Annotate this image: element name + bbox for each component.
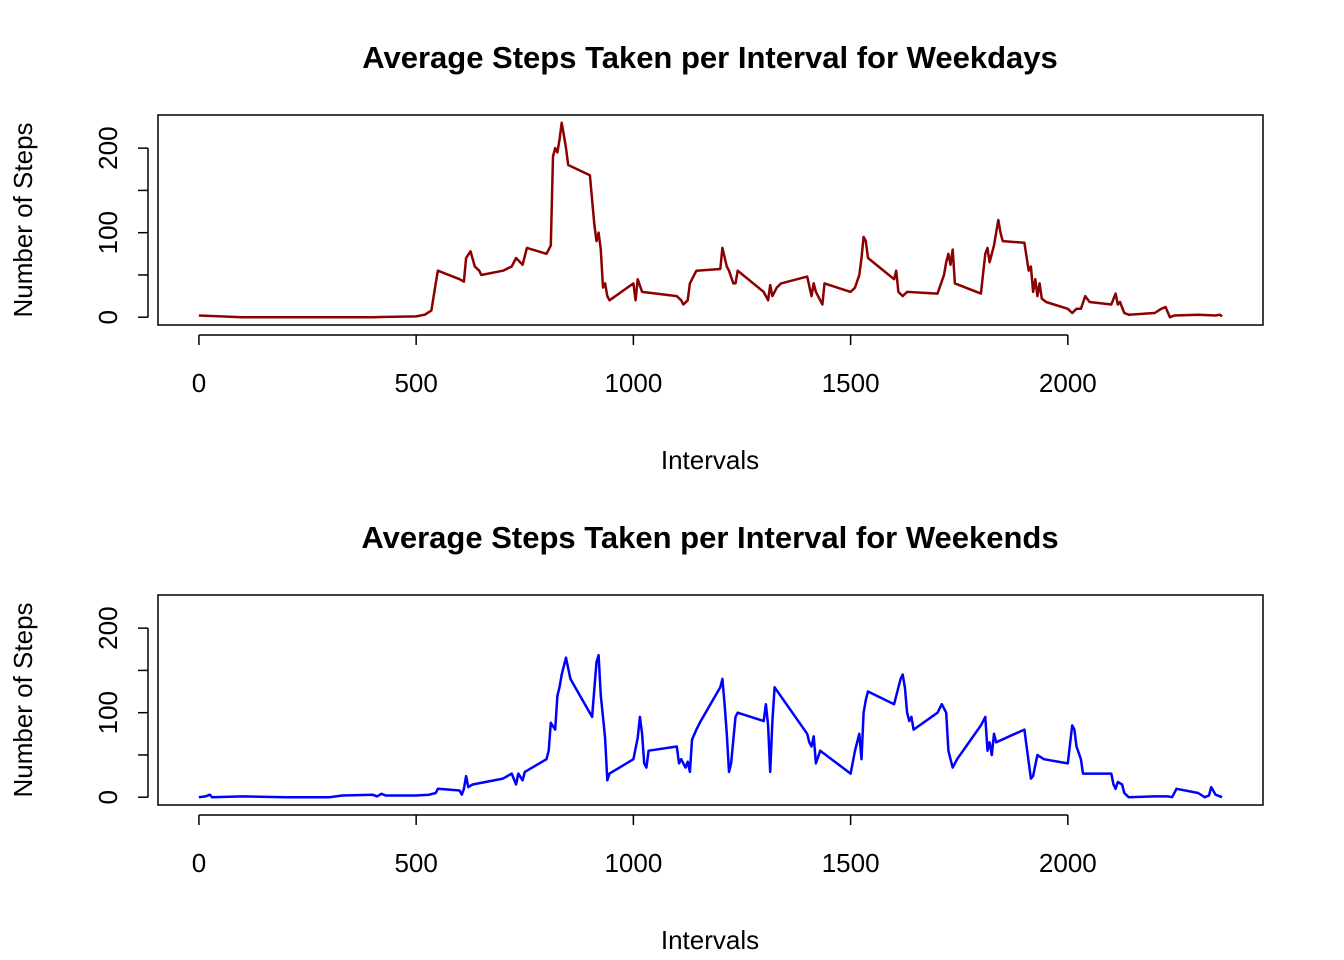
x-tick-label: 500 <box>394 848 437 878</box>
y-tick-label: 0 <box>93 790 123 804</box>
chart-title: Average Steps Taken per Interval for Wee… <box>362 40 1058 75</box>
x-tick-label: 0 <box>192 368 206 398</box>
y-axis-label: Number of Steps <box>8 122 38 317</box>
x-tick-label: 500 <box>394 368 437 398</box>
plot-frame <box>157 594 1264 806</box>
y-tick-label: 100 <box>93 691 123 734</box>
y-tick-label: 0 <box>93 310 123 324</box>
data-line <box>198 121 1223 319</box>
x-tick-label: 1500 <box>822 848 880 878</box>
data-line <box>198 653 1223 799</box>
plot-frame <box>157 114 1264 326</box>
x-tick-label: 2000 <box>1039 848 1097 878</box>
y-axis-label: Number of Steps <box>8 602 38 797</box>
x-axis-label: Intervals <box>661 925 759 955</box>
x-tick-label: 1000 <box>604 848 662 878</box>
chart-title: Average Steps Taken per Interval for Wee… <box>361 520 1058 555</box>
y-tick-label: 200 <box>93 606 123 649</box>
y-tick-label: 200 <box>93 126 123 169</box>
x-axis-label: Intervals <box>661 445 759 475</box>
x-tick-label: 1500 <box>822 368 880 398</box>
x-tick-label: 2000 <box>1039 368 1097 398</box>
x-tick-label: 1000 <box>604 368 662 398</box>
x-tick-label: 0 <box>192 848 206 878</box>
y-tick-label: 100 <box>93 211 123 254</box>
